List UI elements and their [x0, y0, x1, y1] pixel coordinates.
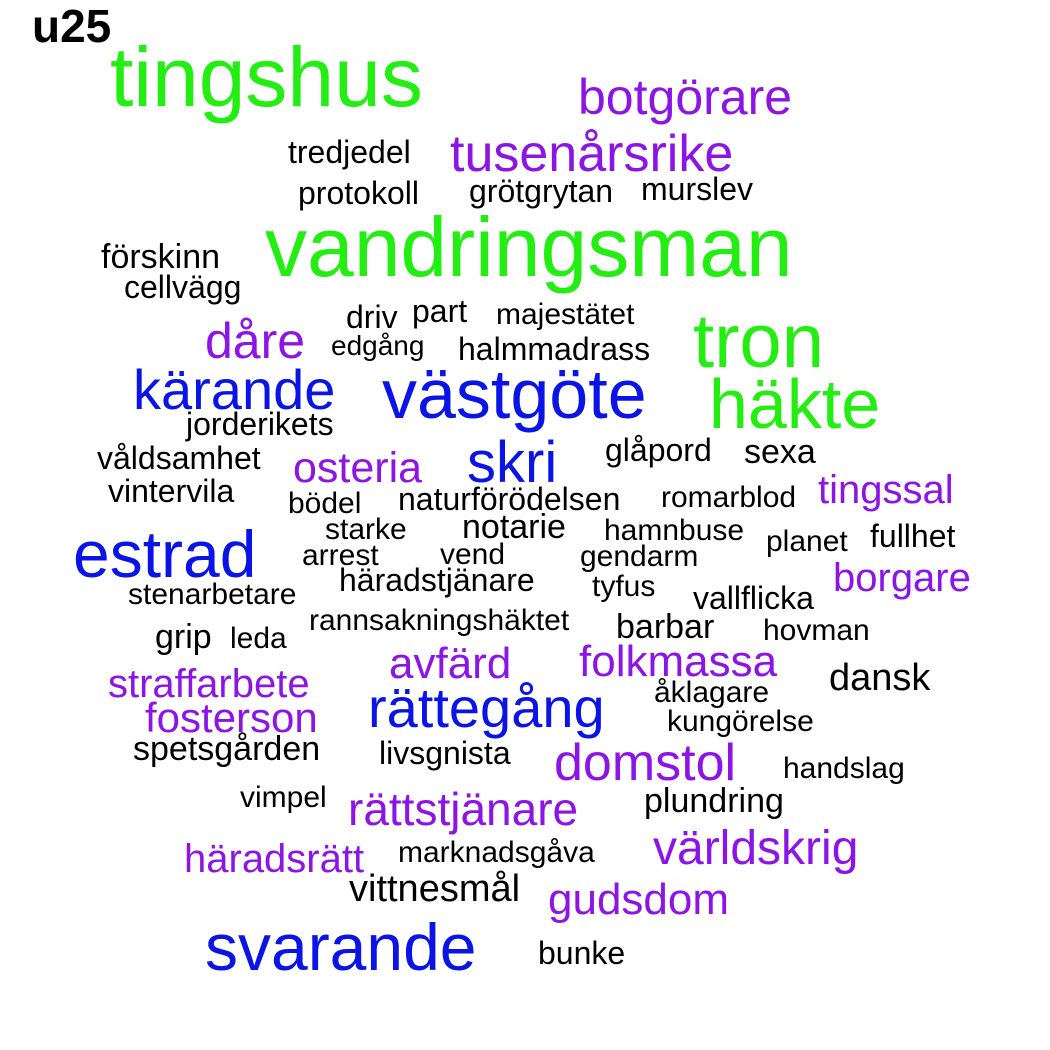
word-gudsdom: gudsdom: [548, 875, 729, 924]
word-tingssal: tingssal: [818, 468, 954, 512]
word-halmmadrass: halmmadrass: [458, 331, 650, 367]
word-avfard: avfärd: [389, 639, 511, 688]
word-sexa: sexa: [744, 433, 816, 471]
word-notarie: notarie: [462, 508, 566, 546]
word-tredjedel: tredjedel: [288, 134, 411, 170]
word-livsgnista: livsgnista: [379, 735, 511, 771]
word-leda: leda: [230, 622, 287, 655]
word-fosterson: fosterson: [145, 694, 318, 741]
word-rattstjanare: rättstjänare: [348, 783, 578, 835]
word-estrad: estrad: [73, 517, 256, 591]
word-tron: tron: [693, 299, 824, 384]
word-varldskrig: världskrig: [653, 822, 858, 875]
word-vittnesmal: vittnesmål: [349, 868, 520, 910]
word-cellvagg: cellvägg: [124, 269, 241, 305]
word-vastgote: västgöte: [382, 355, 647, 433]
word-straffarbete: straffarbete: [108, 662, 310, 706]
word-osteria: osteria: [293, 444, 422, 492]
word-aklagare: åklagare: [654, 676, 769, 709]
word-rannsakningshaktet: rannsakningshäktet: [309, 604, 570, 637]
word-gendarm: gendarm: [580, 540, 698, 573]
word-tusenarsrike: tusenårsrike: [450, 125, 733, 183]
word-karande: kärande: [133, 358, 335, 421]
word-svarande: svarande: [205, 910, 477, 984]
word-hamnbuse: hamnbuse: [604, 514, 744, 547]
word-romarblod: romarblod: [661, 481, 796, 514]
word-borgare: borgare: [833, 556, 971, 600]
word-stenarbetare: stenarbetare: [128, 578, 296, 611]
word-haradstjanare: häradstjänare: [339, 562, 535, 598]
word-plundring: plundring: [644, 782, 784, 820]
word-hovman: hovman: [763, 614, 870, 647]
word-kungorelse: kungörelse: [667, 705, 814, 738]
word-dare: dåre: [205, 313, 305, 369]
word-protokoll: protokoll: [298, 175, 419, 211]
word-haradsratt: häradsrätt: [184, 837, 364, 881]
word-botgorare: botgörare: [578, 69, 792, 125]
word-tingshus: tingshus: [110, 30, 423, 124]
word-vimpel: vimpel: [240, 781, 327, 814]
word-marknadsgava: marknadsgåva: [398, 836, 595, 869]
word-planet: planet: [766, 525, 848, 558]
word-driv: driv: [346, 299, 398, 335]
word-spetsgarden: spetsgården: [133, 730, 320, 768]
word-bodel: bödel: [288, 487, 361, 520]
word-skri: skri: [467, 430, 557, 495]
word-forskinn: förskinn: [101, 238, 220, 276]
word-folkmassa: folkmassa: [579, 637, 778, 686]
word-starke: starke: [325, 513, 407, 546]
word-vintervila: vintervila: [108, 473, 234, 509]
word-rattegang: rättegång: [368, 676, 605, 739]
word-murslev: murslev: [641, 171, 753, 207]
word-jorderikets: jorderikets: [185, 406, 334, 442]
word-arrest: arrest: [302, 539, 379, 572]
word-vandringsman: vandringsman: [265, 200, 793, 294]
word-dansk: dansk: [829, 657, 931, 699]
word-tyfus: tyfus: [592, 570, 655, 603]
word-grip: grip: [155, 618, 212, 656]
word-vallflicka: vallflicka: [693, 580, 814, 616]
word-hakte: häkte: [709, 365, 880, 443]
word-naturforodelsen: naturförödelsen: [398, 481, 620, 517]
word-domstol: domstol: [554, 734, 736, 792]
word-glapord: glåpord: [605, 432, 712, 468]
word-valdsamhet: våldsamhet: [97, 440, 261, 476]
word-grotgrytan: grötgrytan: [469, 173, 613, 209]
word-vend: vend: [440, 538, 505, 571]
word-handslag: handslag: [783, 752, 905, 785]
word-edgang: edgång: [331, 330, 424, 361]
word-majestatet: majestätet: [496, 298, 635, 331]
word-part: part: [412, 293, 467, 329]
word-barbar: barbar: [616, 608, 714, 646]
cloud-title: u25: [32, 0, 111, 52]
word-bunke: bunke: [538, 935, 625, 971]
word-fullhet: fullhet: [870, 518, 956, 554]
